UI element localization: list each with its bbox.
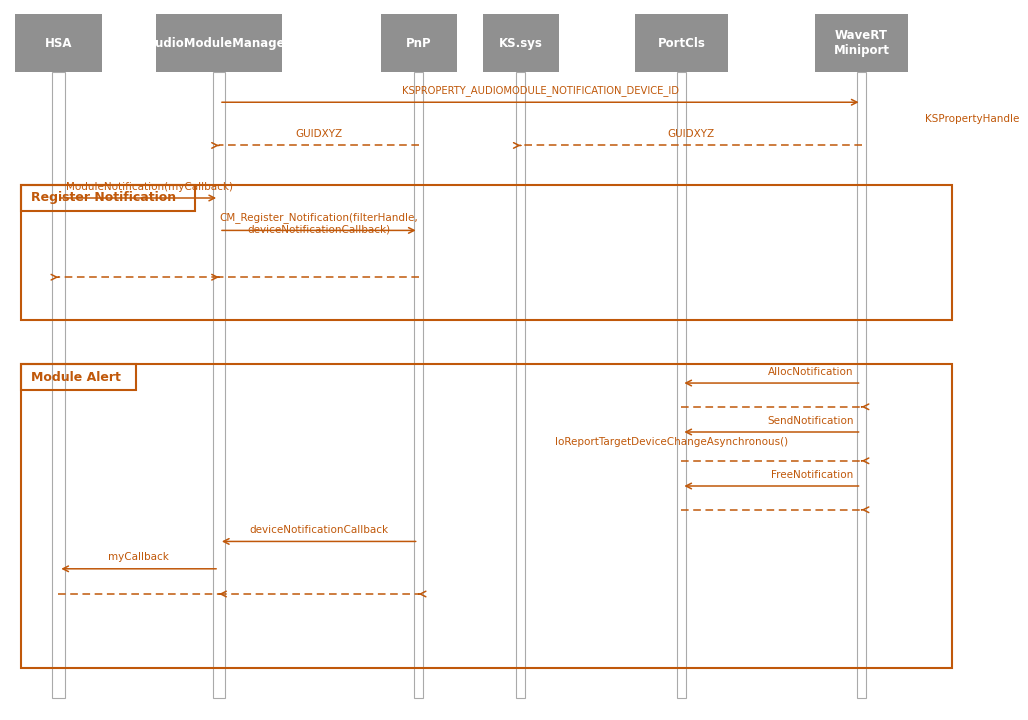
Text: FreeNotification: FreeNotification (771, 469, 853, 480)
Text: Module Alert: Module Alert (31, 371, 121, 384)
Text: GUIDXYZ: GUIDXYZ (667, 129, 714, 139)
Text: AllocNotification: AllocNotification (768, 366, 853, 377)
Bar (22, 185, 194, 211)
Bar (380, 14, 456, 72)
Text: PortCls: PortCls (658, 37, 705, 50)
Text: IoReportTargetDeviceChangeAsynchronous(): IoReportTargetDeviceChangeAsynchronous() (555, 437, 788, 447)
Text: PnP: PnP (406, 37, 432, 50)
Text: KSPropertyHandle: KSPropertyHandle (925, 114, 1019, 124)
Text: HSA: HSA (44, 37, 72, 50)
Text: GUIDXYZ: GUIDXYZ (295, 129, 342, 139)
Text: KS.sys: KS.sys (499, 37, 543, 50)
Text: KSPROPERTY_AUDIOMODULE_NOTIFICATION_DEVICE_ID: KSPROPERTY_AUDIOMODULE_NOTIFICATION_DEVI… (402, 85, 678, 96)
Bar (213, 72, 225, 698)
Text: Register Notification: Register Notification (31, 192, 176, 204)
Text: ModuleNotification(myCallback): ModuleNotification(myCallback) (66, 181, 233, 192)
Text: deviceNotificationCallback): deviceNotificationCallback) (248, 225, 391, 235)
Text: deviceNotificationCallback: deviceNotificationCallback (249, 525, 389, 535)
Bar (156, 14, 283, 72)
Text: CM_Register_Notification(filterHandle,: CM_Register_Notification(filterHandle, (219, 212, 418, 223)
Bar (516, 72, 525, 698)
Text: SendNotification: SendNotification (767, 415, 853, 426)
Bar (22, 185, 952, 320)
Bar (14, 14, 102, 72)
Bar (483, 14, 559, 72)
Bar (677, 72, 686, 698)
Bar (635, 14, 728, 72)
Bar (22, 364, 952, 668)
Bar (857, 72, 866, 698)
Text: WaveRT
Miniport: WaveRT Miniport (834, 30, 889, 57)
Text: myCallback: myCallback (108, 552, 170, 562)
Bar (815, 14, 908, 72)
Bar (52, 72, 65, 698)
Bar (414, 72, 423, 698)
Bar (22, 364, 137, 390)
Text: AudioModuleManager: AudioModuleManager (147, 37, 291, 50)
